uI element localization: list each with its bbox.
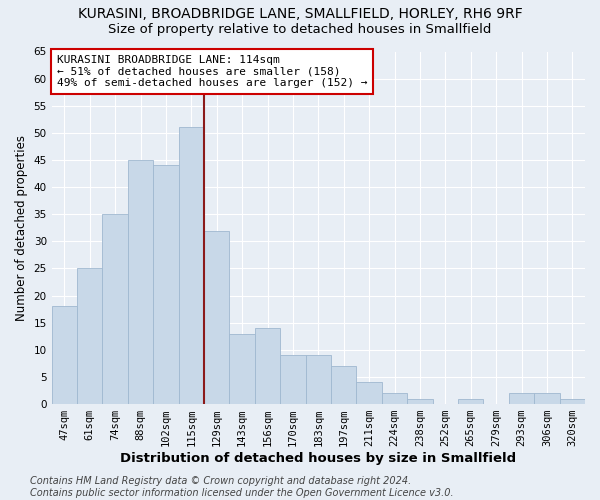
- Bar: [407, 398, 433, 404]
- Bar: [382, 393, 407, 404]
- Bar: [179, 128, 204, 404]
- Bar: [204, 230, 229, 404]
- Bar: [52, 306, 77, 404]
- Bar: [153, 166, 179, 404]
- Bar: [305, 356, 331, 404]
- Bar: [534, 393, 560, 404]
- Text: Size of property relative to detached houses in Smallfield: Size of property relative to detached ho…: [109, 22, 491, 36]
- Y-axis label: Number of detached properties: Number of detached properties: [15, 135, 28, 321]
- Text: KURASINI, BROADBRIDGE LANE, SMALLFIELD, HORLEY, RH6 9RF: KURASINI, BROADBRIDGE LANE, SMALLFIELD, …: [77, 8, 523, 22]
- Text: Contains HM Land Registry data © Crown copyright and database right 2024.
Contai: Contains HM Land Registry data © Crown c…: [30, 476, 454, 498]
- Bar: [77, 268, 103, 404]
- Bar: [229, 334, 255, 404]
- Text: KURASINI BROADBRIDGE LANE: 114sqm
← 51% of detached houses are smaller (158)
49%: KURASINI BROADBRIDGE LANE: 114sqm ← 51% …: [57, 55, 367, 88]
- Bar: [458, 398, 484, 404]
- Bar: [560, 398, 585, 404]
- Bar: [509, 393, 534, 404]
- Bar: [103, 214, 128, 404]
- Bar: [280, 356, 305, 404]
- X-axis label: Distribution of detached houses by size in Smallfield: Distribution of detached houses by size …: [120, 452, 517, 465]
- Bar: [331, 366, 356, 404]
- Bar: [356, 382, 382, 404]
- Bar: [255, 328, 280, 404]
- Bar: [128, 160, 153, 404]
